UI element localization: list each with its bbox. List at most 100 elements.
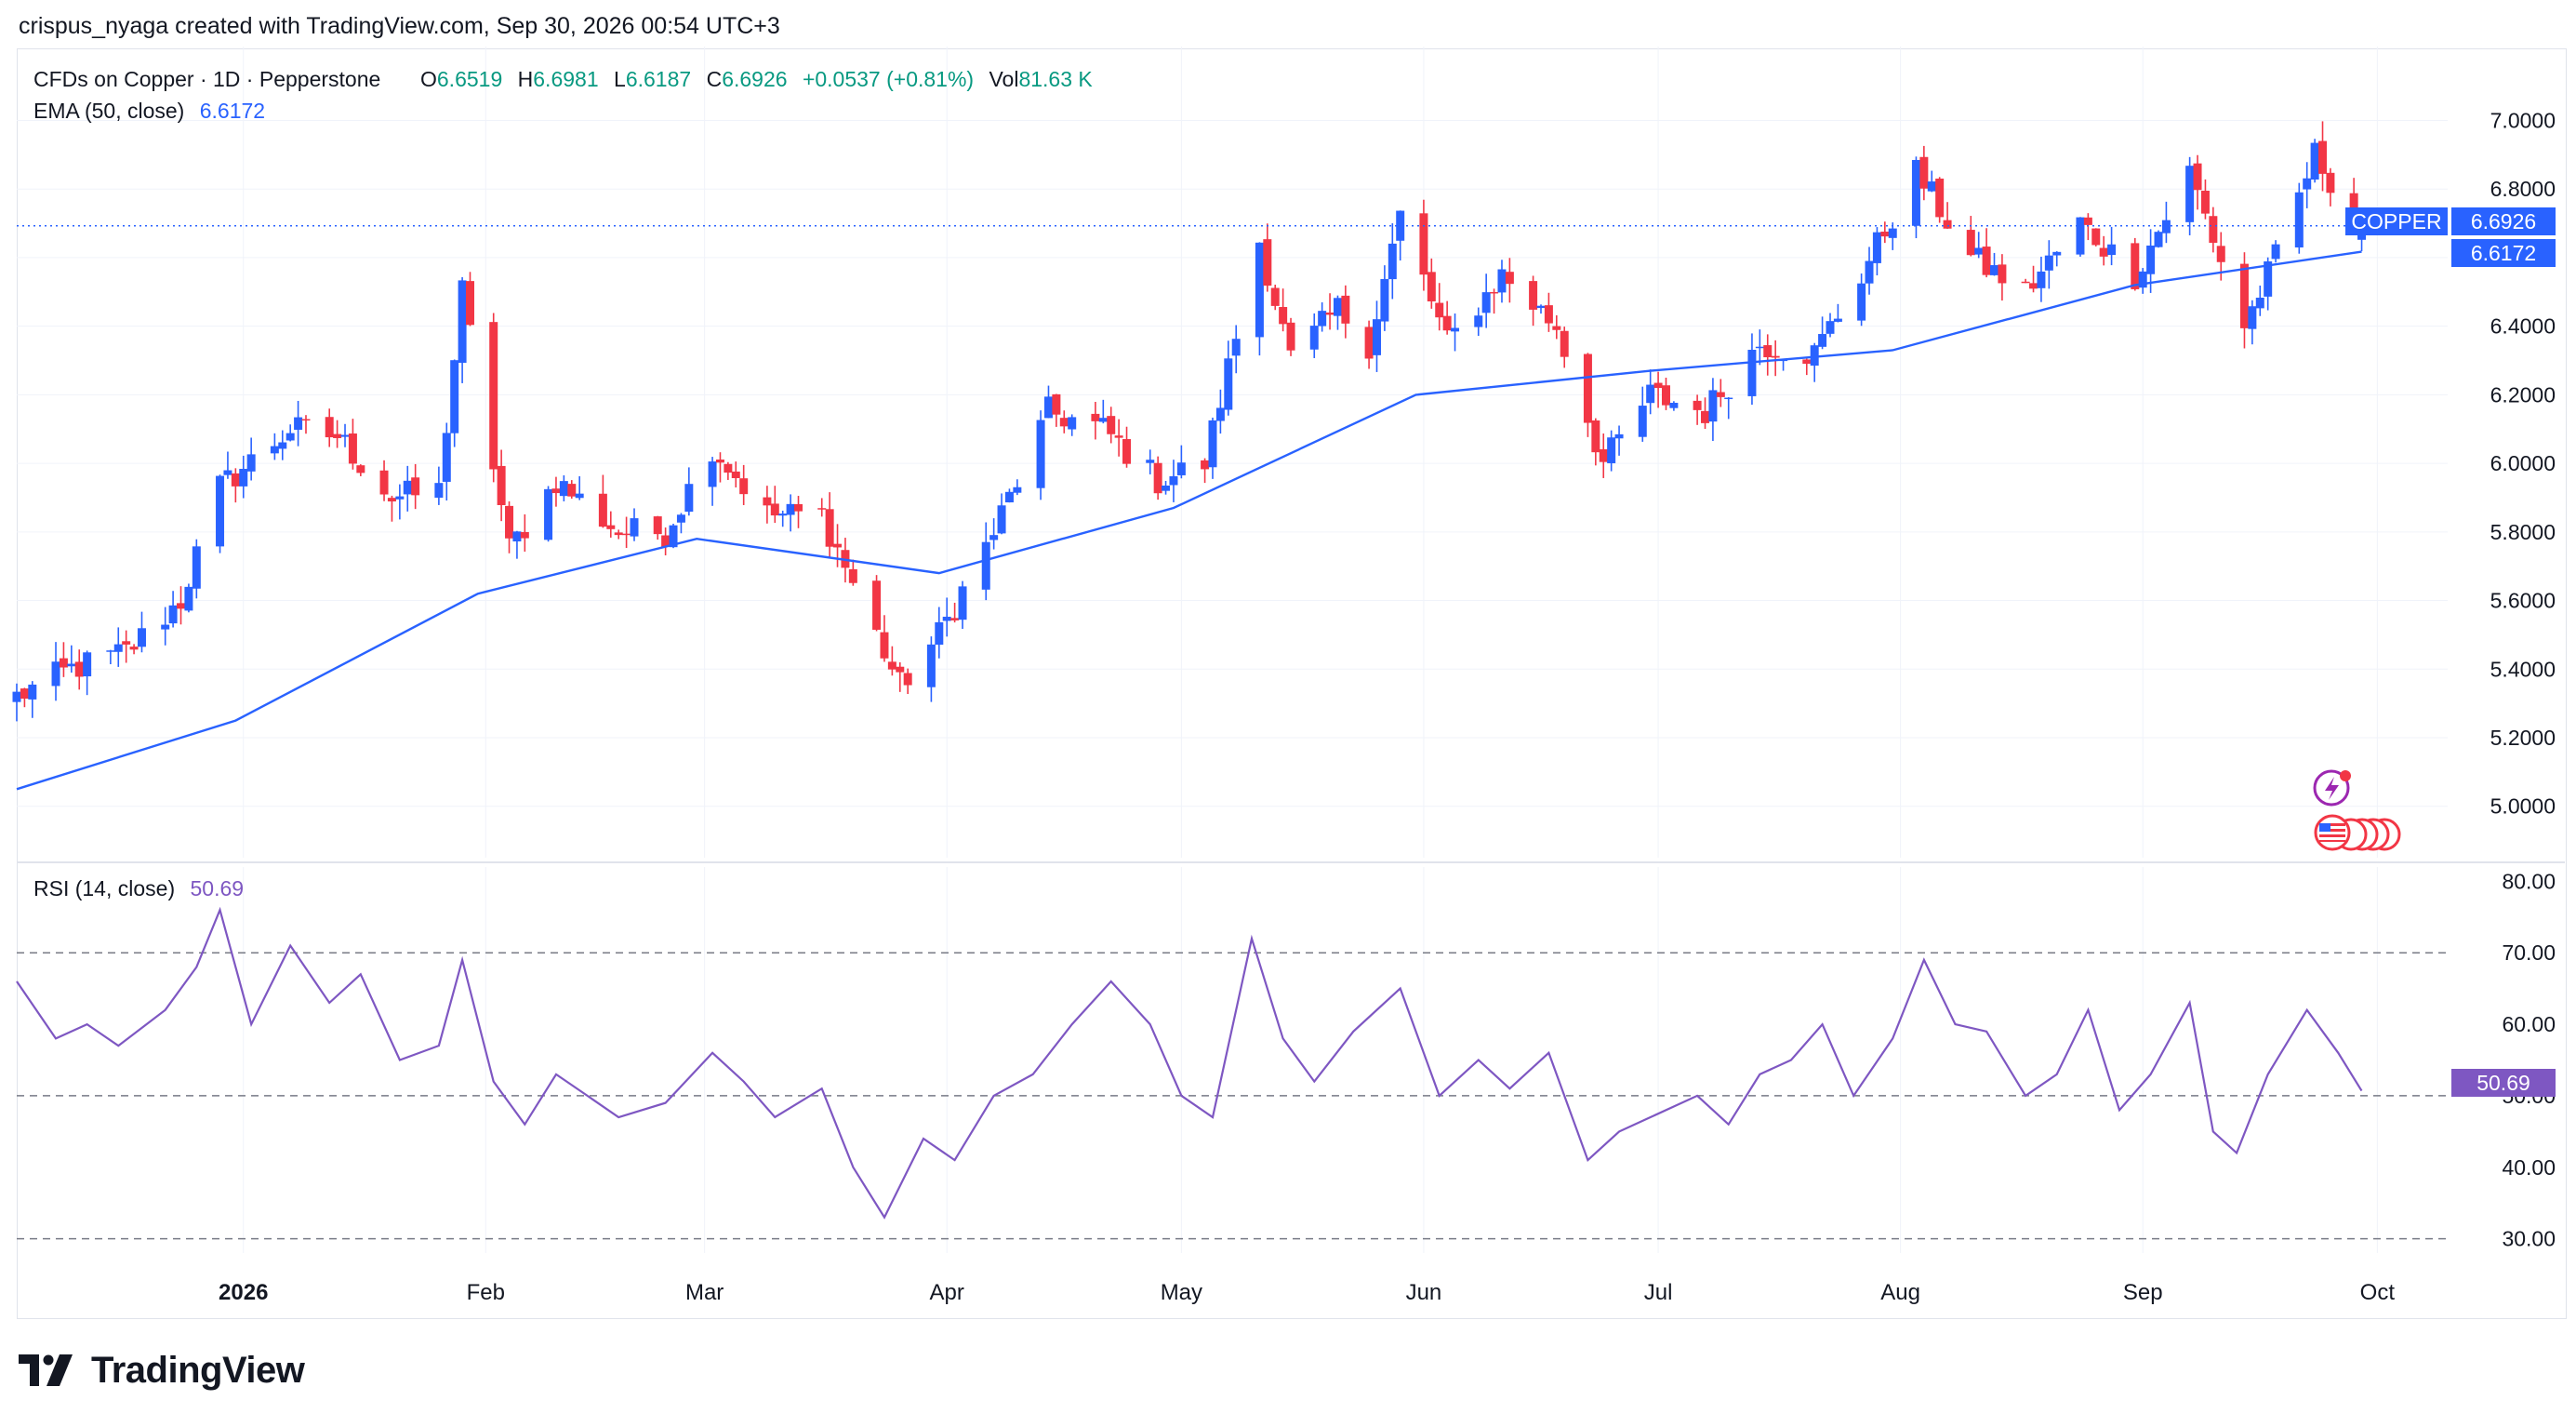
- legend-ema-value: 6.6172: [200, 99, 265, 123]
- legend-ema[interactable]: EMA (50, close) 6.6172: [33, 99, 265, 123]
- candle-body: [896, 666, 905, 673]
- candle: [1872, 227, 1881, 275]
- rsi-badge: [2451, 1069, 2556, 1097]
- candle-body: [1364, 327, 1374, 359]
- candle: [2138, 268, 2147, 294]
- candle: [1701, 397, 1710, 430]
- candle-body: [935, 621, 944, 646]
- candle-body: [1419, 213, 1428, 275]
- candle-body: [246, 454, 256, 472]
- candle: [1974, 232, 1984, 259]
- rsi-tick-label: 40.00: [2502, 1155, 2556, 1180]
- candle: [715, 452, 724, 483]
- candle: [512, 530, 522, 559]
- candle-body: [1560, 330, 1569, 357]
- legend-l-label: L: [614, 67, 626, 91]
- price-tick-label: 5.4000: [2490, 657, 2556, 681]
- legend-rsi[interactable]: RSI (14, close) 50.69: [33, 876, 244, 900]
- candle-body: [1591, 420, 1600, 453]
- candle-body: [575, 493, 584, 499]
- candle: [1536, 304, 1546, 314]
- candle-body: [1162, 485, 1171, 491]
- candle: [2193, 154, 2202, 210]
- legend-ema-label: EMA (50, close): [33, 99, 184, 123]
- candle-body: [83, 652, 92, 677]
- candle-body: [1201, 460, 1210, 470]
- candle-body: [598, 493, 607, 527]
- legend-rsi-value: 50.69: [191, 876, 245, 900]
- candle-body: [778, 513, 788, 516]
- candle-body: [12, 691, 21, 702]
- candle-body: [1388, 243, 1397, 280]
- candle-body: [2076, 217, 2085, 255]
- candle-body: [74, 661, 84, 677]
- candle-body: [825, 509, 834, 547]
- price-tick-label: 7.0000: [2490, 108, 2556, 132]
- candle-body: [1224, 358, 1233, 410]
- candle-body: [1059, 418, 1069, 427]
- candle-body: [1888, 228, 1897, 238]
- rsi-line: [16, 906, 2363, 1220]
- candle: [1224, 340, 1233, 416]
- candle-body: [1653, 382, 1663, 389]
- candle-body: [106, 650, 115, 652]
- candle: [1943, 202, 1952, 230]
- candle-body: [356, 465, 365, 473]
- chart-canvas[interactable]: 5.0000 5.2000 5.4000 5.6000 5.8000 6.0000 6.20…: [0, 0, 2576, 1330]
- candle: [1599, 433, 1608, 478]
- candle: [926, 636, 936, 702]
- legend-vol-value: 81.63 K: [1018, 67, 1093, 91]
- candle: [1215, 389, 1225, 434]
- candle: [1153, 456, 1162, 500]
- candle: [1919, 145, 1929, 201]
- candle-body: [926, 644, 936, 687]
- candle-body: [653, 516, 662, 535]
- candle: [1364, 320, 1374, 369]
- candle-body: [1810, 345, 1819, 367]
- candle: [1146, 449, 1155, 474]
- candle-body: [51, 661, 60, 687]
- candle: [403, 465, 412, 512]
- candle-body: [1442, 315, 1452, 331]
- tradingview-logo[interactable]: TradingView: [19, 1347, 305, 1394]
- candle-body: [497, 465, 506, 505]
- candle: [1255, 242, 1264, 356]
- candle-body: [2044, 255, 2053, 271]
- candle: [442, 422, 451, 500]
- candle: [2091, 228, 2101, 247]
- candle: [1396, 210, 1405, 261]
- candle: [1544, 292, 1553, 332]
- candle-body: [2271, 244, 2280, 260]
- candle-body: [1146, 460, 1155, 463]
- candle: [2044, 240, 2053, 289]
- candle: [20, 687, 29, 708]
- candle: [551, 476, 561, 507]
- candle: [223, 451, 232, 479]
- candle: [1818, 316, 1827, 350]
- rsi-tick-label: 80.00: [2502, 869, 2556, 893]
- lightning-event-icon[interactable]: [2313, 769, 2351, 807]
- candle-body: [1865, 260, 1874, 284]
- candle: [2021, 278, 2030, 284]
- candle-body: [1661, 385, 1670, 406]
- ema-layer: [16, 225, 2362, 791]
- candle: [653, 515, 662, 540]
- candle: [2099, 235, 2108, 266]
- candle: [559, 474, 568, 501]
- candle: [67, 645, 76, 673]
- candle: [340, 423, 350, 447]
- candle-body: [2083, 217, 2092, 225]
- time-tick-label: Oct: [2360, 1280, 2396, 1305]
- candle-body: [1966, 230, 1975, 256]
- candle: [465, 272, 474, 327]
- candle: [1927, 170, 1936, 193]
- candle-body: [1607, 437, 1616, 463]
- legend-instrument[interactable]: CFDs on Copper · 1D · Pepperstone: [33, 67, 380, 91]
- candle: [246, 437, 256, 481]
- candle-body: [434, 483, 444, 499]
- us-flag-events-icon[interactable]: [2314, 814, 2401, 851]
- candle: [575, 475, 584, 500]
- candle-body: [2161, 220, 2171, 233]
- candle: [1646, 369, 1655, 415]
- candle: [294, 400, 303, 447]
